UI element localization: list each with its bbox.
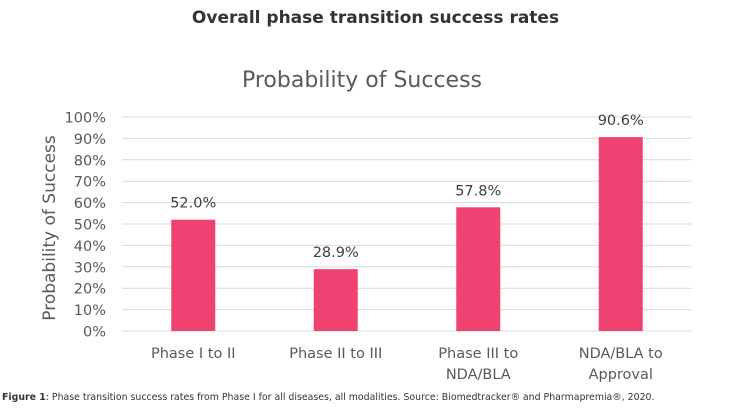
bar-chart: Probability of Success Probability of Su… — [40, 68, 692, 383]
bar — [456, 207, 501, 331]
y-tick-label: 80% — [74, 153, 106, 169]
x-tick-label: NDA/BLA — [446, 367, 511, 383]
y-tick-label: 40% — [74, 239, 106, 255]
caption-text: : Phase transition success rates from Ph… — [45, 392, 655, 403]
x-tick-label: Phase I to II — [151, 346, 236, 362]
y-axis-label: Probability of Success — [40, 135, 60, 321]
bar — [171, 219, 216, 331]
y-tick-label: 100% — [65, 111, 106, 127]
y-tick-label: 50% — [74, 218, 106, 234]
x-tick-label: Phase II to III — [289, 346, 382, 362]
x-tick-label: NDA/BLA to — [579, 346, 663, 362]
x-tick-label: Phase III to — [438, 346, 518, 362]
data-label: 52.0% — [170, 196, 216, 212]
bar — [598, 137, 643, 331]
y-tick-label: 90% — [74, 132, 106, 148]
caption-label: Figure 1 — [2, 392, 46, 403]
grid-lines — [122, 116, 692, 332]
figure-caption: Figure 1: Phase transition success rates… — [2, 392, 749, 403]
data-label: 57.8% — [455, 183, 501, 199]
chart-title: Probability of Success — [242, 68, 482, 93]
x-axis-ticks: Phase I to II Phase II to III Phase III to… — [151, 346, 663, 383]
bars — [171, 137, 643, 331]
bar — [313, 269, 358, 331]
y-tick-label: 10% — [74, 303, 106, 319]
data-labels: 52.0% 28.9% 57.8% 90.6% — [170, 113, 644, 261]
y-tick-label: 30% — [74, 260, 106, 276]
y-tick-label: 70% — [74, 175, 106, 191]
x-tick-label: Approval — [589, 367, 653, 383]
y-tick-label: 60% — [74, 196, 106, 212]
y-tick-label: 20% — [74, 282, 106, 298]
data-label: 28.9% — [313, 245, 359, 261]
y-tick-label: 0% — [83, 325, 106, 341]
page-heading: Overall phase transition success rates — [191, 8, 560, 28]
y-axis-ticks: 0% 10% 20% 30% 40% 50% 60% 70% 80% 90% 100% — [65, 111, 106, 341]
data-label: 90.6% — [598, 113, 644, 129]
